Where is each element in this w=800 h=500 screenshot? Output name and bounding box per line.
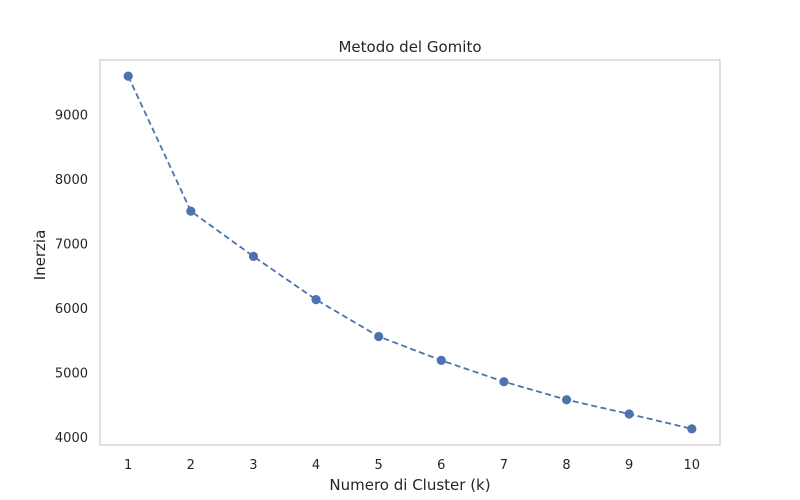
- data-point: [374, 331, 384, 342]
- data-point: [311, 295, 321, 305]
- data-point: [123, 71, 133, 81]
- x-tick-label: 3: [249, 458, 257, 473]
- data-point: [186, 206, 196, 216]
- x-tick-label: 4: [312, 458, 320, 473]
- x-tick-label: 2: [187, 458, 195, 473]
- y-tick-label: 9000: [55, 108, 88, 123]
- x-tick-label: 1: [124, 458, 132, 473]
- data-point: [624, 409, 634, 419]
- x-tick-label: 5: [375, 458, 383, 473]
- y-tick-label: 4000: [55, 431, 88, 446]
- y-tick-label: 7000: [55, 237, 88, 252]
- data-point: [436, 355, 446, 365]
- series-layer: [123, 71, 697, 434]
- data-point: [561, 395, 572, 405]
- x-tick-label: 10: [684, 458, 701, 473]
- data-point: [248, 251, 259, 261]
- y-tick-label: 5000: [55, 367, 88, 382]
- y-axis-label: Inerzia: [31, 230, 49, 281]
- x-axis-label: Numero di Cluster (k): [329, 476, 490, 494]
- x-axis-ticks: 1 2 3 4 5 6 7 8 9 10: [124, 458, 700, 473]
- y-tick-label: 6000: [55, 302, 88, 317]
- plot-area: [99, 59, 721, 446]
- data-point: [499, 377, 509, 387]
- x-tick-label: 7: [500, 458, 508, 473]
- y-axis-ticks: 4000 5000 6000 7000 8000 9000: [55, 108, 88, 446]
- chart-title: Metodo del Gomito: [338, 38, 481, 56]
- x-tick-label: 6: [437, 458, 445, 473]
- data-point: [687, 424, 697, 434]
- x-tick-label: 9: [625, 458, 633, 473]
- x-tick-label: 8: [562, 458, 570, 473]
- y-tick-label: 8000: [55, 173, 88, 188]
